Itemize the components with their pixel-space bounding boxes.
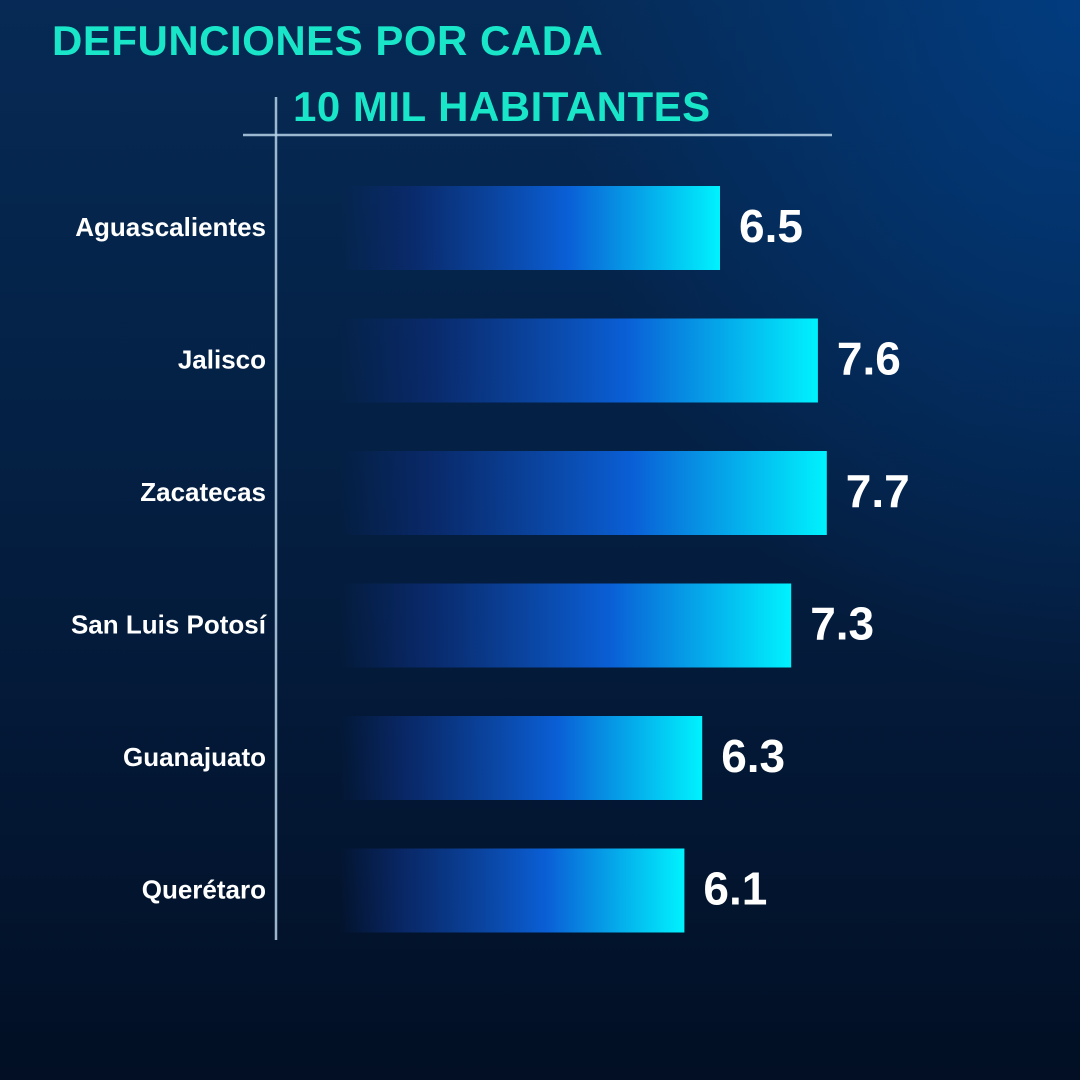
bar-3 — [340, 583, 792, 668]
chart-title-line-2: 10 MIL HABITANTES — [293, 83, 711, 130]
bar-4 — [340, 716, 703, 800]
value-label: 7.6 — [837, 333, 901, 385]
chart-labels: Aguascalientes 6.5 Jalisco 7.6 Zacatecas 7.7 S… — [71, 200, 910, 915]
category-label: Querétaro — [142, 874, 266, 904]
value-label: 7.7 — [846, 465, 910, 517]
chart-title-line-1: DEFUNCIONES POR CADA — [52, 17, 604, 64]
category-label: Aguascalientes — [75, 212, 266, 242]
category-label: Jalisco — [178, 344, 266, 374]
value-label: 6.5 — [739, 200, 803, 252]
category-label: San Luis Potosí — [71, 609, 267, 639]
value-label: 7.3 — [810, 598, 874, 650]
bar-2 — [340, 451, 827, 535]
chart-axes — [243, 97, 832, 940]
category-label: Zacatecas — [140, 477, 266, 507]
bar-5 — [340, 848, 685, 933]
category-label: Guanajuato — [123, 742, 266, 772]
value-label: 6.3 — [721, 730, 785, 782]
value-label: 6.1 — [703, 863, 767, 915]
bar-0 — [340, 186, 720, 270]
bar-1 — [340, 318, 818, 403]
chart-bars — [340, 186, 827, 933]
